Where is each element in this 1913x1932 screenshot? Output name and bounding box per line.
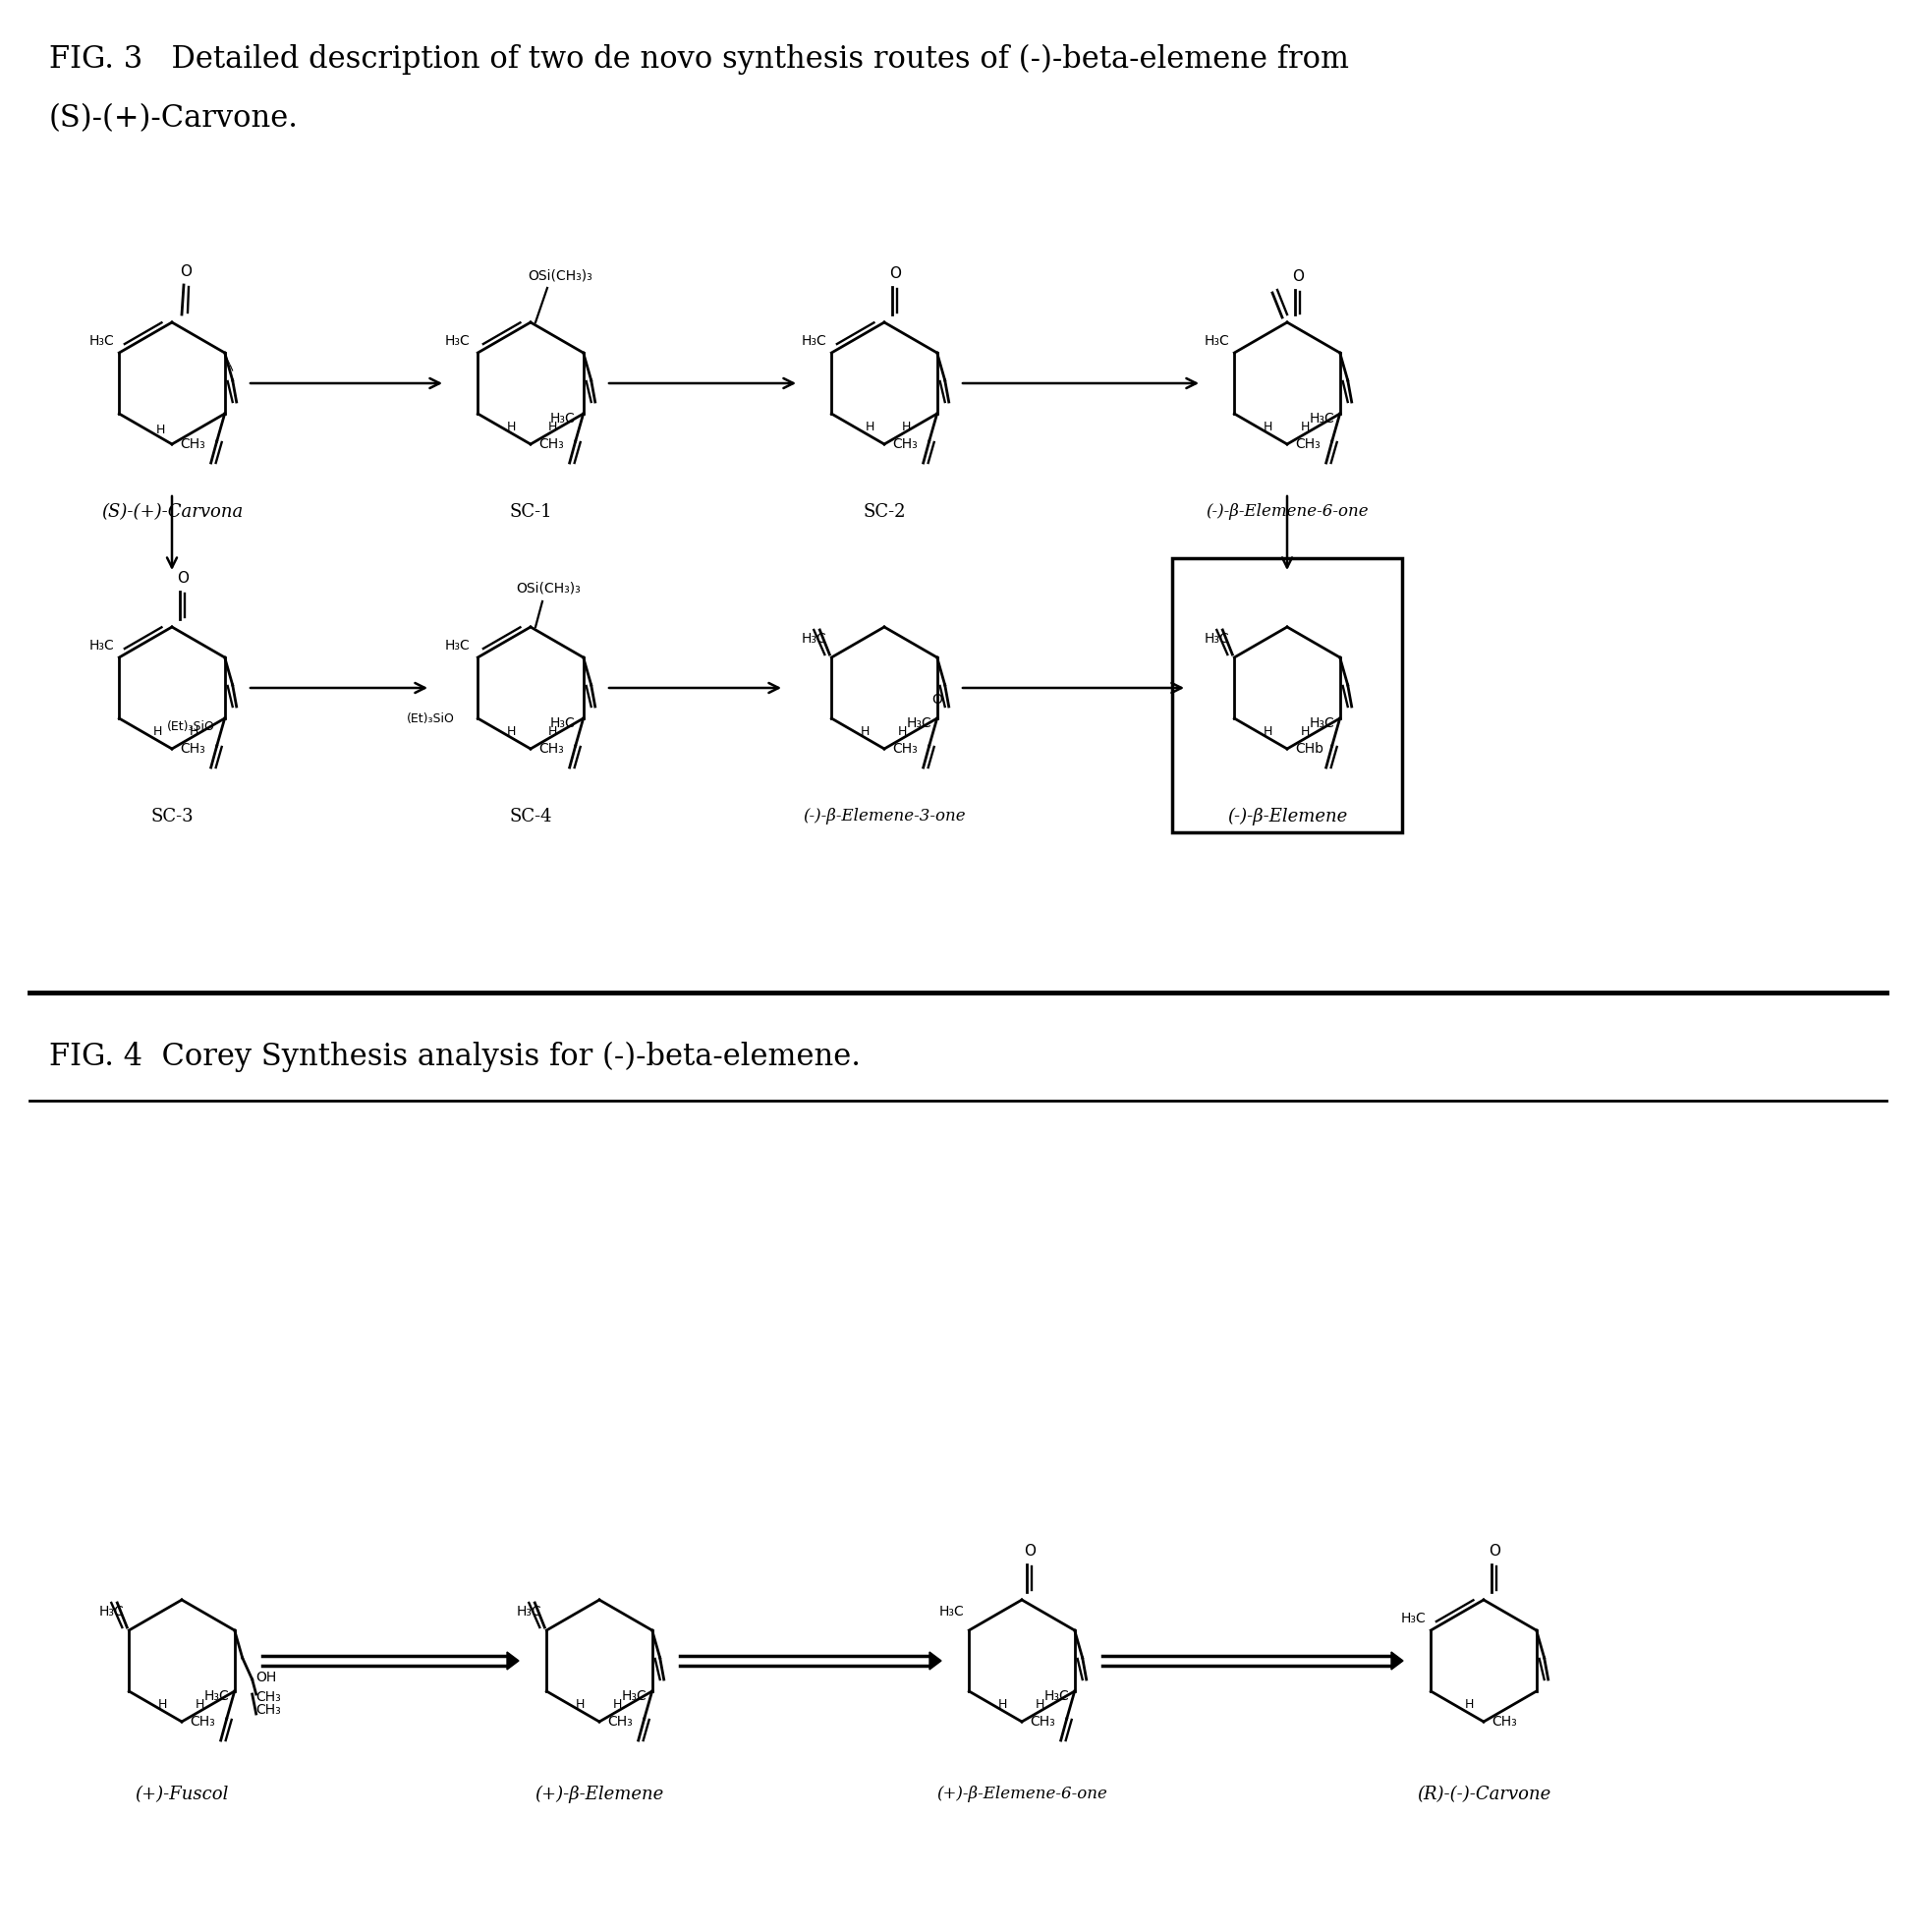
Text: H: H bbox=[865, 419, 874, 433]
Text: H₃C: H₃C bbox=[551, 717, 576, 730]
Text: H₃C: H₃C bbox=[1203, 334, 1230, 348]
Text: H: H bbox=[507, 419, 515, 433]
Polygon shape bbox=[507, 1652, 518, 1669]
Text: H₃C: H₃C bbox=[939, 1605, 964, 1619]
Text: H₃C: H₃C bbox=[802, 334, 826, 348]
Text: H: H bbox=[155, 423, 165, 437]
Text: CH₃: CH₃ bbox=[606, 1716, 633, 1729]
Text: H₃C: H₃C bbox=[1400, 1611, 1425, 1625]
Text: CH₃: CH₃ bbox=[1029, 1716, 1054, 1729]
Text: H₃C: H₃C bbox=[1310, 717, 1335, 730]
Text: H: H bbox=[195, 1698, 205, 1710]
Text: OSi(CH₃)₃: OSi(CH₃)₃ bbox=[528, 269, 593, 282]
Text: H: H bbox=[507, 724, 515, 738]
Text: H₃C: H₃C bbox=[1044, 1689, 1069, 1702]
Text: H: H bbox=[547, 419, 557, 433]
Text: CH₃: CH₃ bbox=[189, 1716, 214, 1729]
Text: FIG. 4  Corey Synthesis analysis for (-)-beta-elemene.: FIG. 4 Corey Synthesis analysis for (-)-… bbox=[50, 1041, 861, 1072]
Text: (Et)₃SiO: (Et)₃SiO bbox=[166, 721, 214, 732]
Text: H: H bbox=[1263, 419, 1272, 433]
Text: H: H bbox=[1301, 724, 1308, 738]
Text: H₃C: H₃C bbox=[444, 639, 471, 653]
Text: H₃C: H₃C bbox=[90, 639, 115, 653]
Text: H₃C: H₃C bbox=[99, 1605, 124, 1619]
Text: CH₃: CH₃ bbox=[180, 437, 205, 450]
Text: (+)-Fuscol: (+)-Fuscol bbox=[136, 1785, 230, 1803]
Text: H: H bbox=[897, 724, 907, 738]
Text: O: O bbox=[890, 267, 901, 280]
Polygon shape bbox=[930, 1652, 941, 1669]
Text: H: H bbox=[612, 1698, 622, 1710]
Text: H: H bbox=[1463, 1698, 1473, 1710]
Text: H₃C: H₃C bbox=[802, 632, 826, 645]
Text: SC-4: SC-4 bbox=[509, 808, 553, 825]
Text: (+)-β-Elemene: (+)-β-Elemene bbox=[536, 1785, 664, 1803]
Bar bbox=[1173, 558, 1402, 833]
Text: FIG. 3   Detailed description of two de novo synthesis routes of (-)-beta-elemen: FIG. 3 Detailed description of two de no… bbox=[50, 44, 1349, 75]
Text: CH₃: CH₃ bbox=[891, 742, 918, 755]
Text: CH₃: CH₃ bbox=[256, 1690, 281, 1704]
Text: H: H bbox=[576, 1698, 583, 1710]
Text: H₃C: H₃C bbox=[551, 412, 576, 425]
Text: SC-3: SC-3 bbox=[151, 808, 193, 825]
Text: CH₃: CH₃ bbox=[180, 742, 205, 755]
Text: SC-1: SC-1 bbox=[509, 502, 553, 522]
Text: O: O bbox=[1291, 269, 1305, 284]
Text: (R)-(-)-Carvone: (R)-(-)-Carvone bbox=[1418, 1785, 1551, 1803]
Text: (Et)₃SiO: (Et)₃SiO bbox=[407, 713, 455, 724]
Text: O: O bbox=[932, 694, 943, 707]
Text: OH: OH bbox=[256, 1671, 277, 1685]
Text: (S)-(+)-Carvona: (S)-(+)-Carvona bbox=[101, 502, 243, 522]
Text: O: O bbox=[1023, 1544, 1035, 1559]
Text: CH₃: CH₃ bbox=[538, 437, 564, 450]
Text: H: H bbox=[997, 1698, 1006, 1710]
Text: CH₃: CH₃ bbox=[1492, 1716, 1517, 1729]
Text: H: H bbox=[901, 419, 911, 433]
Text: (+)-β-Elemene-6-one: (+)-β-Elemene-6-one bbox=[937, 1785, 1108, 1803]
Text: H₃C: H₃C bbox=[1310, 412, 1335, 425]
Text: H₃C: H₃C bbox=[1203, 632, 1230, 645]
Text: H₃C: H₃C bbox=[907, 717, 932, 730]
Text: H: H bbox=[153, 724, 163, 738]
Text: (-)-β-Elemene-6-one: (-)-β-Elemene-6-one bbox=[1205, 502, 1368, 520]
Polygon shape bbox=[1391, 1652, 1402, 1669]
Text: H: H bbox=[189, 724, 199, 738]
Text: H₃C: H₃C bbox=[517, 1605, 541, 1619]
Text: H: H bbox=[547, 724, 557, 738]
Text: O: O bbox=[180, 265, 191, 278]
Text: CHb: CHb bbox=[1295, 742, 1324, 755]
Text: H₃C: H₃C bbox=[90, 334, 115, 348]
Text: H₃C: H₃C bbox=[444, 334, 471, 348]
Text: CH₃: CH₃ bbox=[891, 437, 918, 450]
Text: CH₃: CH₃ bbox=[1295, 437, 1320, 450]
Text: H₃C: H₃C bbox=[622, 1689, 647, 1702]
Text: (S)-(+)-Carvone.: (S)-(+)-Carvone. bbox=[50, 102, 298, 133]
Text: CH₃: CH₃ bbox=[256, 1702, 281, 1718]
Text: O: O bbox=[176, 572, 189, 585]
Text: H: H bbox=[1263, 724, 1272, 738]
Text: OSi(CH₃)₃: OSi(CH₃)₃ bbox=[517, 582, 580, 595]
Text: H₃C: H₃C bbox=[205, 1689, 230, 1702]
Text: H: H bbox=[1035, 1698, 1044, 1710]
Text: (-)-β-Elemene: (-)-β-Elemene bbox=[1226, 808, 1347, 825]
Text: H: H bbox=[157, 1698, 166, 1710]
Text: (-)-β-Elemene-3-one: (-)-β-Elemene-3-one bbox=[803, 808, 966, 825]
Text: SC-2: SC-2 bbox=[863, 502, 905, 522]
Text: O: O bbox=[1488, 1544, 1500, 1559]
Text: H: H bbox=[1301, 419, 1308, 433]
Text: H: H bbox=[861, 724, 869, 738]
Text: CH₃: CH₃ bbox=[538, 742, 564, 755]
